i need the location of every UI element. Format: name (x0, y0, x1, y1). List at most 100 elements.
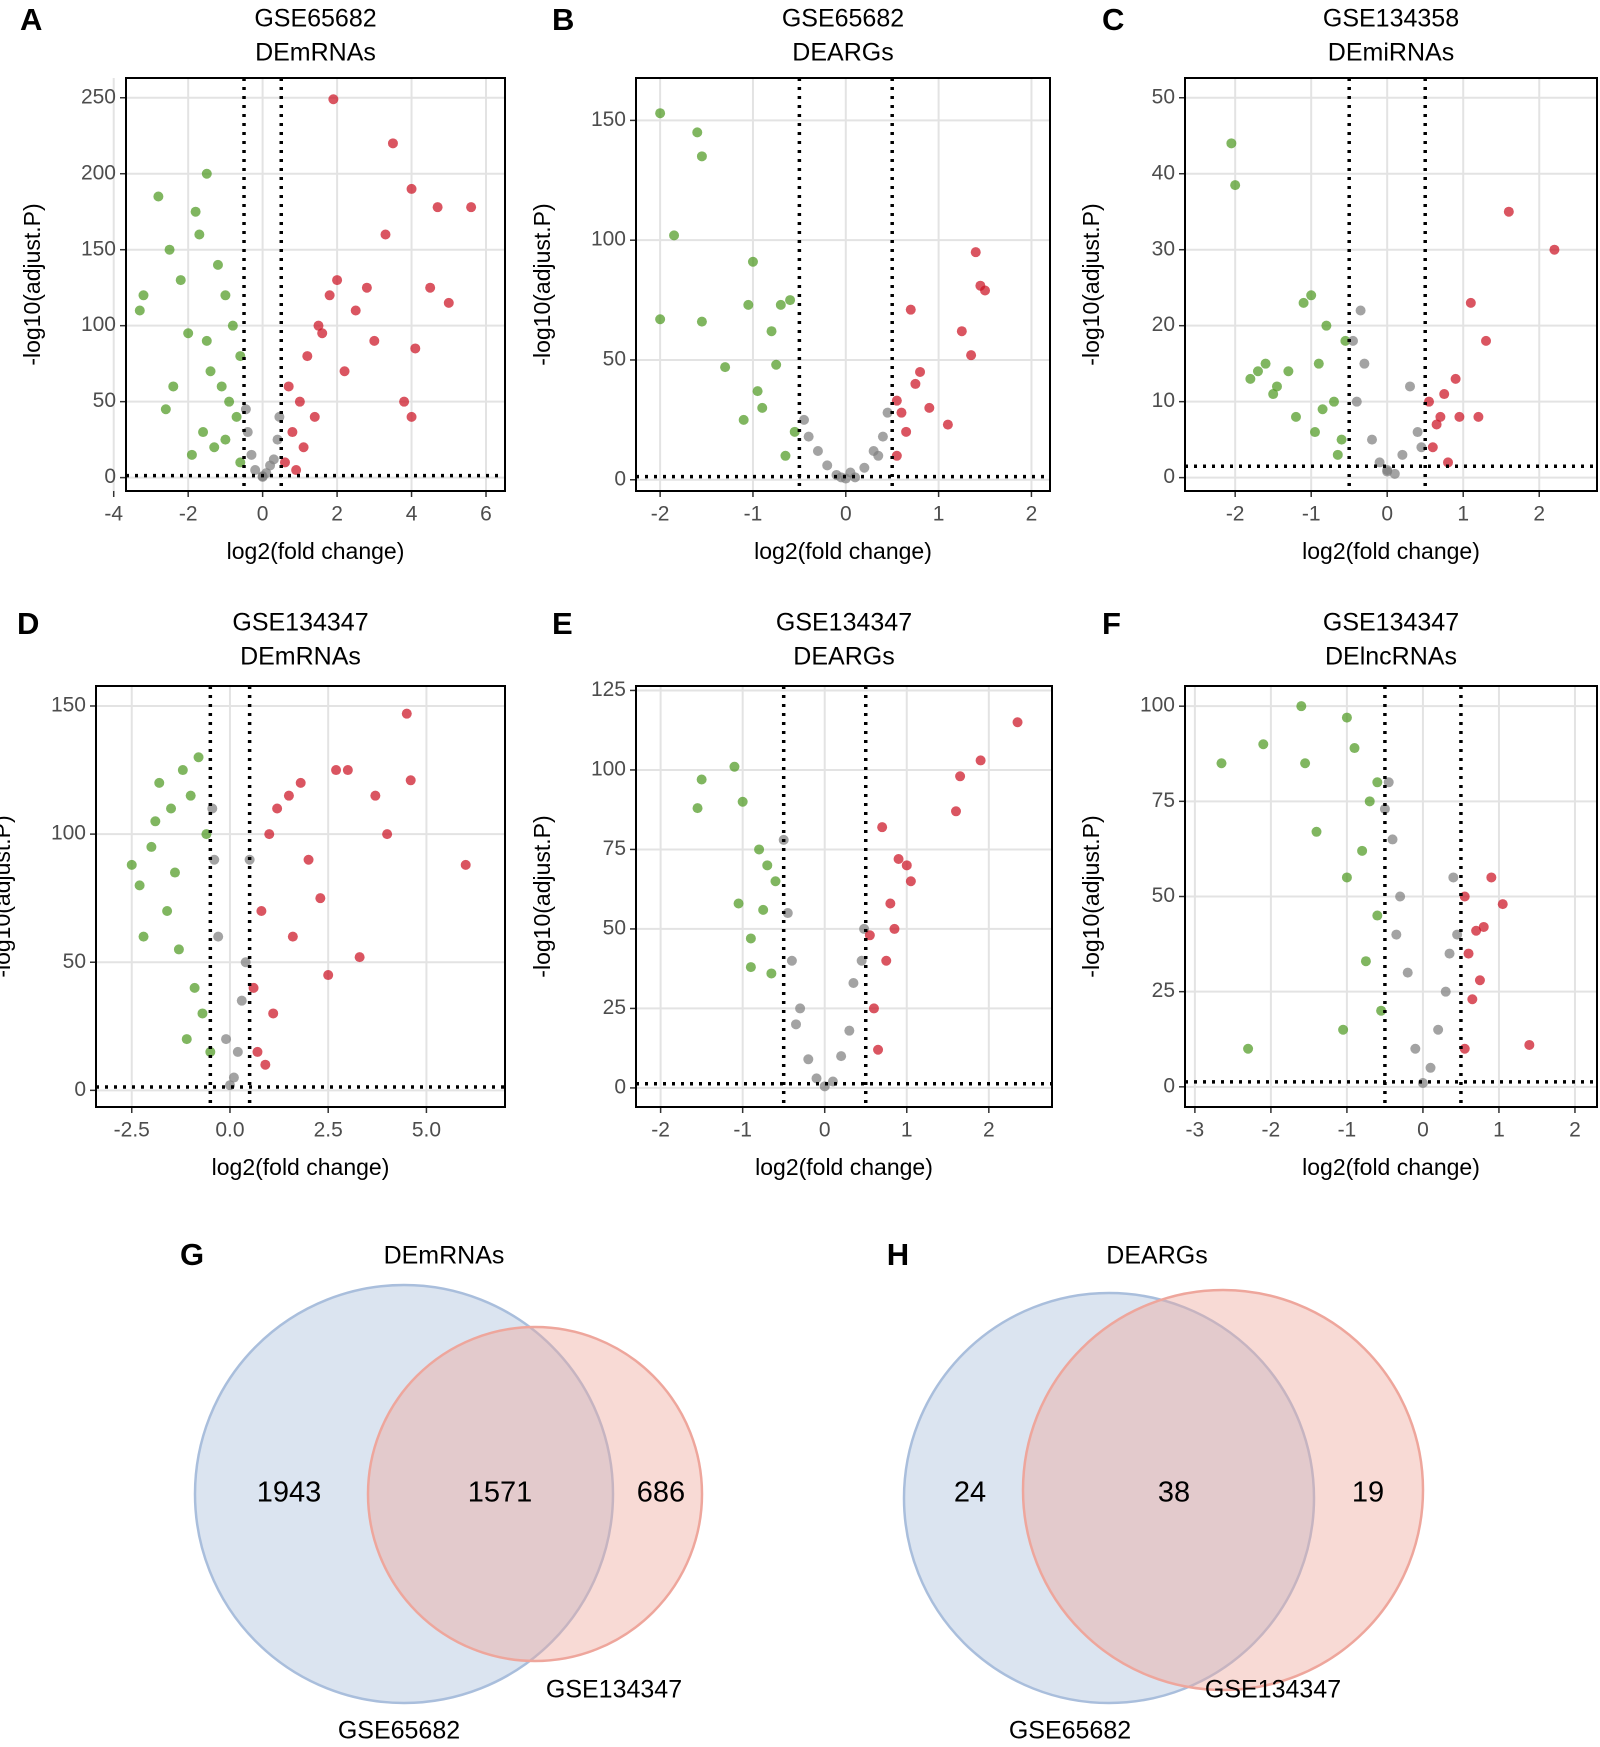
point (1424, 396, 1435, 407)
venn-set (366, 1325, 704, 1663)
point (1321, 320, 1332, 331)
point (881, 955, 892, 966)
panel-label: A (20, 2, 42, 37)
point (279, 457, 290, 468)
point (696, 316, 707, 327)
point (1549, 244, 1560, 255)
point (791, 1019, 801, 1030)
point (328, 94, 339, 105)
plot-border (125, 77, 506, 492)
panel-label: C (1102, 2, 1124, 37)
point (256, 905, 267, 916)
point (1372, 777, 1383, 788)
point (896, 407, 907, 418)
point (134, 880, 145, 891)
point (766, 326, 777, 337)
point (315, 893, 326, 904)
chart-title: GSE134358 (1323, 5, 1459, 33)
plot-background (96, 686, 505, 1107)
point (354, 952, 365, 963)
venn-set-label: GSE65682 (338, 1717, 460, 1745)
point (369, 335, 380, 346)
venn-count: 24 (954, 1477, 986, 1509)
point (1311, 826, 1322, 837)
point (1439, 389, 1450, 400)
point (1448, 872, 1459, 883)
point (264, 829, 275, 840)
point (193, 752, 204, 763)
x-tick-label: 1 (1493, 1119, 1505, 1142)
y-tick-label: 100 (51, 822, 86, 845)
point (1336, 434, 1347, 445)
x-tick-label: -2 (651, 503, 670, 526)
point (803, 431, 814, 442)
point (754, 844, 765, 855)
point (775, 299, 786, 310)
point (406, 411, 417, 422)
point (350, 305, 361, 316)
plot-border (95, 685, 506, 1108)
point (466, 202, 477, 213)
point (1425, 1062, 1436, 1073)
y-tick-label: 0 (74, 1078, 86, 1101)
point (213, 931, 224, 942)
x-tick-label: -3 (1186, 1119, 1205, 1142)
point (126, 859, 137, 870)
point (209, 442, 220, 453)
point (410, 343, 421, 354)
point (1268, 389, 1279, 400)
plot-border (1184, 685, 1598, 1108)
point (160, 404, 171, 415)
point (1355, 305, 1366, 316)
point (189, 982, 200, 993)
point (1503, 206, 1514, 217)
point (812, 445, 823, 456)
point (224, 396, 235, 407)
y-tick-label: 30 (1152, 237, 1175, 260)
point (655, 108, 666, 119)
point (1341, 872, 1352, 883)
point (891, 450, 902, 461)
point (201, 168, 212, 179)
venn-count: 1571 (468, 1477, 533, 1509)
point (692, 803, 703, 814)
point (873, 1044, 884, 1055)
point (975, 755, 986, 766)
point (1243, 1043, 1254, 1054)
x-axis-label: log2(fold change) (1302, 1154, 1480, 1180)
point (399, 396, 410, 407)
point (235, 457, 246, 468)
chart-subtitle: DEmRNAs (255, 39, 376, 67)
x-axis-label: log2(fold change) (755, 1154, 933, 1180)
y-axis-label: -log10(adjust.P) (19, 203, 45, 365)
point (1245, 373, 1256, 384)
point (1328, 396, 1339, 407)
point (733, 898, 744, 909)
chart-title: GSE134347 (776, 609, 912, 637)
point (1290, 411, 1301, 422)
point (885, 898, 896, 909)
x-tick-label: -2.5 (114, 1119, 150, 1142)
point (782, 908, 793, 919)
chart-title: GSE134347 (232, 609, 368, 637)
y-tick-label: 100 (591, 228, 626, 251)
y-axis-label: -log10(adjust.P) (529, 203, 555, 365)
point (138, 931, 149, 942)
point (747, 256, 758, 267)
venn-count: 686 (637, 1477, 685, 1509)
x-tick-label: 2 (983, 1119, 995, 1142)
point (138, 290, 149, 301)
point (205, 1046, 216, 1057)
point (692, 127, 703, 138)
point (313, 320, 324, 331)
point (443, 297, 454, 308)
x-tick-label: 1 (901, 1119, 913, 1142)
y-axis-label: -log10(adjust.P) (0, 815, 15, 977)
y-axis-label: -log10(adjust.P) (1078, 815, 1104, 977)
point (425, 282, 436, 293)
point (242, 427, 253, 438)
point (770, 876, 781, 887)
point (274, 411, 285, 422)
point (168, 381, 179, 392)
